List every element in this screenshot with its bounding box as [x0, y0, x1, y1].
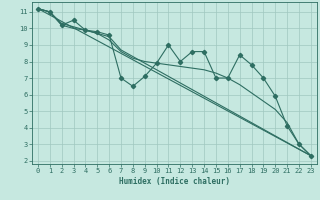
X-axis label: Humidex (Indice chaleur): Humidex (Indice chaleur): [119, 177, 230, 186]
